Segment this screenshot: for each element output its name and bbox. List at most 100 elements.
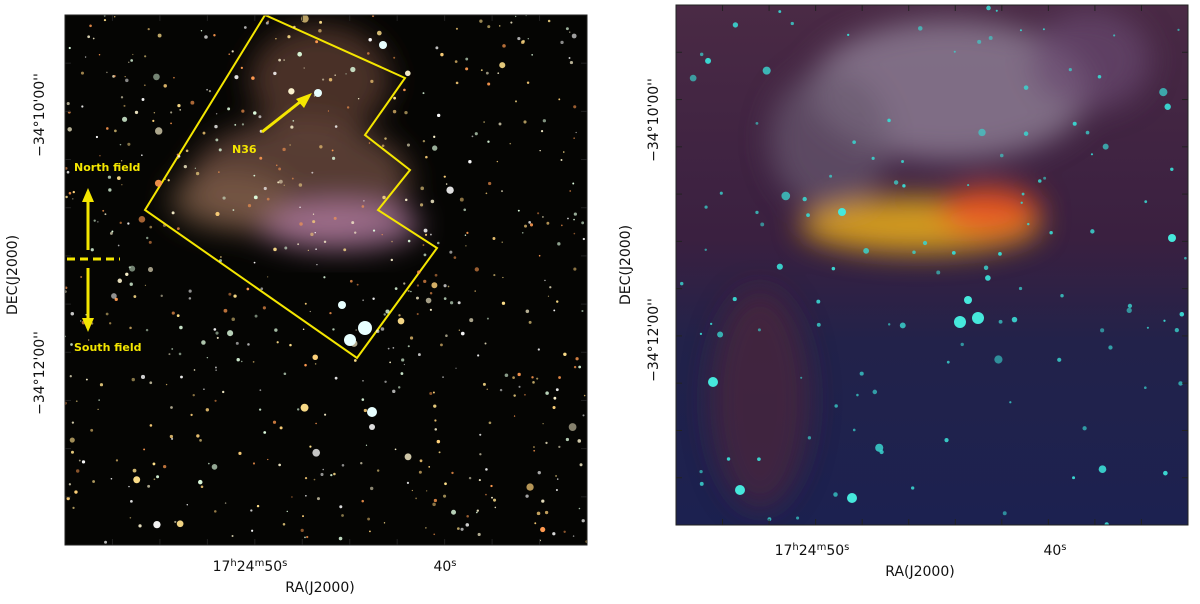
star [410, 290, 412, 293]
star [558, 376, 561, 379]
star [236, 358, 240, 362]
star [363, 408, 367, 413]
star [533, 446, 535, 448]
star [211, 464, 218, 470]
star [152, 119, 155, 122]
star [369, 424, 376, 431]
star [65, 167, 68, 170]
star [309, 310, 311, 313]
star [451, 509, 457, 515]
star [241, 109, 245, 113]
star [171, 311, 175, 315]
star [171, 437, 174, 440]
star [486, 317, 489, 320]
star [833, 492, 838, 497]
star [66, 170, 70, 174]
star [422, 244, 425, 246]
star [108, 188, 112, 192]
star [116, 176, 121, 180]
star [1060, 293, 1064, 298]
star [406, 143, 411, 147]
star [460, 331, 465, 336]
star [485, 192, 488, 195]
star [424, 233, 428, 236]
star [369, 530, 371, 533]
star [1011, 316, 1018, 323]
star [1072, 121, 1077, 126]
star [1082, 426, 1087, 431]
star [282, 147, 286, 152]
star [328, 78, 333, 82]
star [215, 138, 219, 142]
star [967, 184, 970, 187]
image-right [676, 5, 1188, 525]
tick-part: 50 [826, 543, 844, 559]
star [241, 360, 243, 363]
annotation: North field [74, 161, 140, 174]
star [553, 309, 556, 312]
star [704, 205, 708, 209]
star [433, 135, 436, 138]
star [560, 40, 564, 45]
star [485, 468, 488, 471]
star [361, 499, 364, 503]
star [288, 88, 295, 95]
star [304, 363, 307, 367]
star [343, 248, 347, 252]
star [436, 439, 441, 444]
star [74, 490, 78, 494]
star [114, 129, 117, 133]
star [487, 82, 491, 86]
star [1126, 307, 1132, 314]
star [899, 322, 906, 329]
star [964, 296, 972, 304]
tick-part: 24 [237, 559, 255, 575]
star [104, 540, 108, 544]
star [524, 393, 526, 396]
star [213, 328, 217, 331]
image-left [65, 15, 587, 545]
star [155, 127, 163, 135]
star [528, 221, 531, 224]
star [329, 311, 332, 315]
tick-part: s [451, 558, 456, 569]
star [315, 248, 317, 250]
star [147, 484, 151, 488]
star [502, 44, 506, 48]
star [488, 421, 492, 425]
star [513, 394, 516, 397]
star [90, 248, 94, 252]
star [240, 66, 243, 69]
star [313, 95, 316, 97]
tick-part: h [792, 542, 798, 553]
star [277, 181, 280, 184]
star [699, 52, 704, 57]
star [579, 463, 583, 467]
tick-part: s [1061, 542, 1066, 553]
star [138, 524, 142, 528]
star [121, 116, 128, 122]
star [568, 57, 571, 59]
star [429, 308, 432, 311]
star [806, 213, 810, 217]
star [80, 276, 83, 278]
star [231, 534, 234, 537]
star [113, 16, 116, 18]
star [279, 426, 283, 430]
star [525, 309, 530, 314]
star [180, 375, 183, 379]
star [517, 372, 521, 377]
y-tick-label: −34°10'00'' [646, 78, 662, 162]
arrowhead [82, 318, 94, 332]
star [480, 69, 483, 72]
star [102, 209, 105, 212]
star [320, 472, 324, 477]
star [177, 155, 181, 158]
star [302, 515, 304, 518]
star [986, 5, 991, 11]
star [555, 489, 558, 492]
star [156, 475, 160, 479]
star [283, 184, 285, 186]
star [289, 144, 291, 146]
star [1023, 85, 1029, 90]
